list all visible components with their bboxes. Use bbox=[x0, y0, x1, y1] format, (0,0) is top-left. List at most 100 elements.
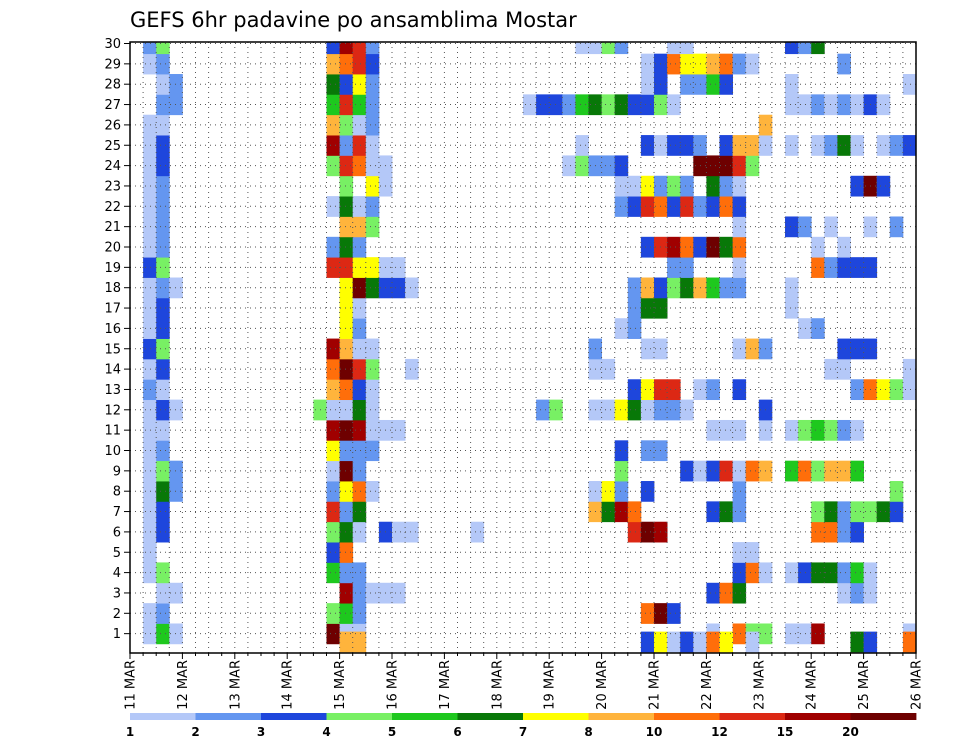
heatmap-cell bbox=[365, 196, 380, 217]
heatmap-cell bbox=[640, 277, 655, 299]
heatmap-cell bbox=[339, 74, 354, 95]
colorbar-segment bbox=[130, 713, 196, 720]
y-tick-label: 3 bbox=[113, 586, 121, 601]
heatmap-cell bbox=[785, 135, 799, 156]
heatmap-cell bbox=[850, 582, 864, 604]
heatmap-cell bbox=[339, 379, 354, 401]
y-tick-label: 24 bbox=[104, 159, 121, 174]
heatmap-cell bbox=[745, 53, 760, 75]
y-tick-label: 5 bbox=[113, 546, 121, 561]
heatmap-cell bbox=[339, 562, 354, 584]
colorbar-label: 4 bbox=[322, 725, 330, 739]
heatmap-cell bbox=[732, 338, 747, 360]
heatmap-cell bbox=[706, 419, 720, 441]
heatmap-cell bbox=[680, 277, 694, 299]
x-tick-label: 22 MAR bbox=[700, 660, 715, 710]
heatmap-cell bbox=[392, 521, 406, 543]
heatmap-cell bbox=[680, 42, 694, 55]
heatmap-cell bbox=[785, 74, 799, 95]
heatmap-cell bbox=[339, 358, 354, 380]
colorbar-segment bbox=[850, 713, 917, 720]
heatmap-cell bbox=[365, 379, 380, 401]
colorbar-label: 2 bbox=[191, 725, 199, 739]
heatmap-cell bbox=[667, 196, 681, 217]
heatmap-cell bbox=[326, 53, 340, 75]
heatmap-cell bbox=[326, 440, 340, 462]
heatmap-cell bbox=[627, 318, 642, 339]
heatmap-cell bbox=[156, 216, 170, 238]
y-tick-label: 17 bbox=[104, 302, 121, 317]
x-tick-label: 19 MAR bbox=[543, 660, 558, 710]
heatmap-cell bbox=[627, 196, 642, 217]
heatmap-cell bbox=[339, 399, 354, 421]
heatmap-cell bbox=[156, 358, 170, 380]
heatmap-cell bbox=[326, 358, 340, 380]
heatmap-cell bbox=[640, 481, 655, 502]
heatmap-cell bbox=[339, 155, 354, 177]
heatmap-cell bbox=[732, 257, 747, 278]
heatmap-cell bbox=[143, 155, 157, 177]
heatmap-cell bbox=[326, 562, 340, 584]
heatmap-cell bbox=[627, 175, 642, 197]
y-tick-label: 4 bbox=[113, 566, 121, 581]
heatmap-cell bbox=[719, 460, 733, 482]
heatmap-cell bbox=[143, 440, 157, 462]
heatmap-cell bbox=[365, 74, 380, 95]
heatmap-cell bbox=[156, 277, 170, 299]
y-tick-label: 8 bbox=[113, 485, 121, 500]
heatmap-cell bbox=[824, 216, 838, 238]
colorbar-segment bbox=[195, 713, 262, 720]
heatmap-cell bbox=[143, 297, 157, 319]
heatmap-cell bbox=[143, 358, 157, 380]
heatmap-cell bbox=[732, 623, 747, 645]
heatmap-cell bbox=[680, 460, 694, 482]
heatmap-cell bbox=[680, 257, 694, 278]
heatmap-cell bbox=[850, 135, 864, 156]
heatmap-cell bbox=[667, 379, 681, 401]
heatmap-cell bbox=[706, 175, 720, 197]
heatmap-cell bbox=[811, 460, 825, 482]
colorbar-segment bbox=[326, 713, 393, 720]
heatmap-cell bbox=[339, 318, 354, 339]
heatmap-cell bbox=[339, 196, 354, 217]
heatmap-cell bbox=[339, 338, 354, 360]
heatmap-cell bbox=[352, 603, 367, 624]
heatmap-cell bbox=[811, 257, 825, 278]
heatmap-cell bbox=[732, 379, 747, 401]
heatmap-cell bbox=[352, 155, 367, 177]
heatmap-cell bbox=[575, 155, 589, 177]
heatmap-cell bbox=[680, 135, 694, 156]
y-tick-label: 14 bbox=[104, 363, 121, 378]
colorbar-segment bbox=[457, 713, 524, 720]
heatmap-cell bbox=[601, 155, 616, 177]
heatmap-cell bbox=[614, 175, 629, 197]
heatmap-cell bbox=[169, 399, 183, 421]
heatmap-cell bbox=[719, 236, 733, 258]
heatmap-cell bbox=[745, 155, 760, 177]
heatmap-cell bbox=[365, 440, 380, 462]
heatmap-cell bbox=[339, 114, 354, 136]
heatmap-cell bbox=[352, 481, 367, 502]
heatmap-cell bbox=[824, 135, 838, 156]
y-tick-label: 15 bbox=[104, 342, 121, 357]
heatmap-cell bbox=[352, 74, 367, 95]
heatmap-cell bbox=[352, 297, 367, 319]
heatmap-cell bbox=[837, 521, 851, 543]
y-tick-label: 21 bbox=[104, 220, 121, 235]
heatmap-cell bbox=[156, 155, 170, 177]
y-tick-label: 1 bbox=[113, 627, 121, 642]
heatmap-cell bbox=[706, 460, 720, 482]
heatmap-cell bbox=[326, 257, 340, 278]
heatmap-cell bbox=[169, 74, 183, 95]
x-tick-label: 18 MAR bbox=[490, 660, 505, 710]
colorbar-segment bbox=[523, 713, 589, 720]
heatmap-cell bbox=[352, 440, 367, 462]
heatmap-cell bbox=[824, 521, 838, 543]
heatmap-cell bbox=[837, 135, 851, 156]
heatmap-cell bbox=[365, 94, 380, 116]
heatmap-cell bbox=[326, 155, 340, 177]
heatmap-cell bbox=[326, 236, 340, 258]
heatmap-cell bbox=[706, 196, 720, 217]
heatmap-cell bbox=[667, 94, 681, 116]
heatmap-cell bbox=[837, 501, 851, 523]
